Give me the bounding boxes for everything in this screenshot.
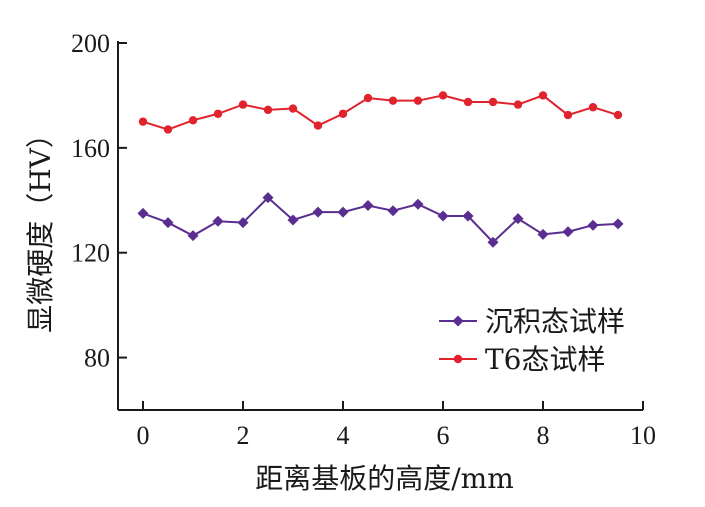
data-point bbox=[362, 200, 374, 212]
data-point bbox=[613, 110, 623, 120]
legend-marker bbox=[453, 354, 463, 364]
x-tick-label: 6 bbox=[437, 421, 450, 450]
data-point bbox=[538, 91, 548, 100]
data-point bbox=[337, 206, 349, 218]
x-tick-label: 4 bbox=[337, 421, 350, 450]
data-point bbox=[313, 121, 323, 130]
data-point bbox=[238, 100, 248, 109]
data-point bbox=[188, 116, 198, 125]
legend-label: T6态试样 bbox=[485, 343, 606, 376]
legend-entry: T6态试样 bbox=[439, 343, 606, 376]
data-point bbox=[363, 93, 373, 103]
legend: 沉积态试样 T6态试样 bbox=[439, 305, 625, 376]
data-point bbox=[137, 207, 149, 219]
data-point bbox=[413, 96, 423, 105]
y-axis-title: 显微硬度（HV） bbox=[24, 120, 57, 333]
data-point bbox=[288, 104, 298, 113]
data-point bbox=[187, 230, 199, 242]
x-tick-label: 8 bbox=[537, 421, 550, 450]
axes bbox=[117, 41, 643, 411]
x-tick-label: 10 bbox=[630, 421, 656, 450]
y-tick-label: 200 bbox=[71, 29, 110, 58]
data-point bbox=[587, 219, 599, 231]
data-point bbox=[563, 110, 573, 120]
data-point bbox=[462, 210, 474, 222]
data-point bbox=[312, 206, 324, 218]
data-point bbox=[138, 117, 148, 126]
data-point bbox=[463, 97, 473, 107]
data-point bbox=[287, 214, 299, 226]
data-point bbox=[537, 228, 549, 240]
data-point bbox=[263, 105, 273, 115]
legend-marker bbox=[452, 315, 464, 327]
data-point bbox=[588, 103, 598, 112]
data-point bbox=[237, 217, 249, 229]
series-layer bbox=[137, 91, 624, 248]
data-point bbox=[437, 210, 449, 222]
data-point bbox=[262, 192, 274, 204]
data-point bbox=[387, 205, 399, 217]
legend-label: 沉积态试样 bbox=[485, 305, 625, 338]
data-point bbox=[162, 217, 174, 229]
data-point bbox=[388, 96, 398, 105]
y-tick-label: 80 bbox=[84, 344, 110, 373]
data-point bbox=[513, 100, 523, 109]
x-tick-label: 0 bbox=[137, 421, 150, 450]
data-point bbox=[163, 125, 173, 134]
y-tick-label: 120 bbox=[71, 239, 110, 268]
series-2 bbox=[138, 91, 623, 134]
data-point bbox=[212, 215, 224, 227]
x-tick-label: 2 bbox=[237, 421, 250, 450]
legend-entry: 沉积态试样 bbox=[439, 305, 625, 338]
data-point bbox=[487, 236, 499, 248]
y-ticks: 80 120 160 200 bbox=[71, 29, 127, 373]
data-point bbox=[562, 226, 574, 238]
data-point bbox=[338, 109, 348, 118]
data-point bbox=[438, 91, 448, 100]
data-point bbox=[213, 109, 223, 118]
y-tick-label: 160 bbox=[71, 134, 110, 163]
series-1 bbox=[137, 192, 624, 248]
data-point bbox=[512, 213, 524, 225]
data-point bbox=[488, 97, 498, 107]
data-point bbox=[412, 198, 424, 210]
series-line bbox=[142, 94, 619, 131]
x-axis-title: 距离基板的高度/mm bbox=[255, 462, 514, 495]
data-point bbox=[612, 218, 624, 230]
x-ticks: 0 2 4 6 8 10 bbox=[137, 401, 656, 450]
